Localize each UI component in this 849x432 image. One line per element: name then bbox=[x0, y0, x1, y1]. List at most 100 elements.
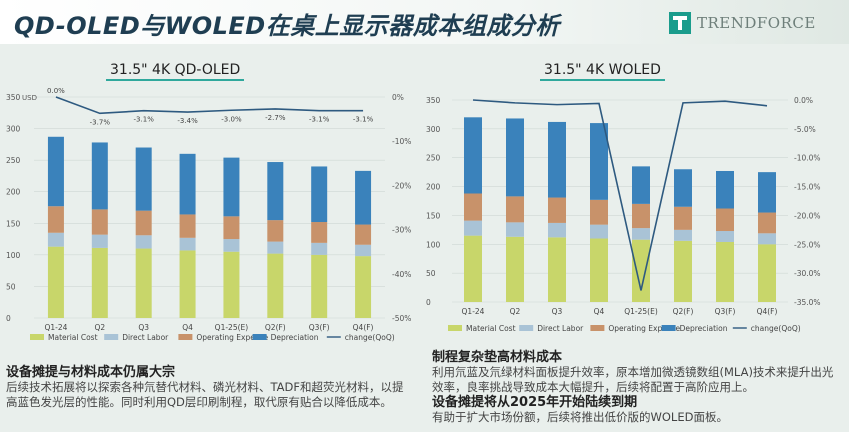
left-body: 后续技术拓展将以探索各种氘替代材料、磷光材料、TADF和超荧光材料，以提高蓝色发… bbox=[6, 380, 404, 409]
legend-label: Operating Expense bbox=[608, 324, 680, 333]
bar-segment bbox=[135, 235, 152, 249]
bar-segment bbox=[47, 232, 64, 247]
bar-segment bbox=[758, 233, 776, 245]
legend-label: Direct Labor bbox=[537, 324, 584, 333]
bar-segment bbox=[632, 239, 650, 302]
y-tick-label: 0 bbox=[6, 314, 11, 323]
legend-swatch bbox=[661, 325, 676, 331]
legend-swatch bbox=[104, 334, 119, 340]
bar-segment bbox=[716, 231, 734, 242]
bar-segment bbox=[91, 142, 108, 210]
brand-logo: TRENDFORCE bbox=[669, 12, 816, 34]
bar-segment bbox=[548, 237, 566, 302]
bar-segment bbox=[590, 238, 608, 302]
bar-segment bbox=[506, 196, 524, 223]
x-tick-label: Q3(F) bbox=[715, 307, 736, 316]
bar-segment bbox=[506, 118, 524, 197]
x-tick-label: Q3 bbox=[552, 307, 563, 316]
chart-title-qdoled: 31.5" 4K QD-OLED bbox=[106, 62, 245, 81]
bar-segment bbox=[47, 246, 64, 318]
y2-tick-label: -40% bbox=[392, 270, 411, 279]
bar-segment bbox=[590, 224, 608, 239]
y2-tick-label: 0.0% bbox=[794, 96, 813, 105]
y2-tick-label: -10.0% bbox=[794, 154, 821, 163]
bar-segment bbox=[674, 240, 692, 302]
bar-segment bbox=[758, 212, 776, 234]
bar-segment bbox=[590, 123, 608, 200]
y-tick-label: 300 bbox=[426, 125, 441, 134]
right-heading-2: 设备摊提将从2025年开始陆续到期 bbox=[432, 395, 638, 410]
y-unit-label: USD bbox=[22, 94, 37, 102]
bar-segment bbox=[548, 222, 566, 238]
legend-label: change(QoQ) bbox=[751, 324, 801, 333]
y2-tick-label: -15.0% bbox=[794, 183, 821, 192]
bar-segment bbox=[716, 208, 734, 232]
trendforce-logo-icon bbox=[669, 12, 691, 34]
bar-segment bbox=[267, 162, 284, 221]
right-heading-1: 制程复杂垫高材料成本 bbox=[432, 350, 563, 365]
left-commentary: 设备摊提与材料成本仍属大宗 后续技术拓展将以探索各种氘替代材料、磷光材料、TAD… bbox=[6, 365, 406, 410]
y-tick-label: 0 bbox=[426, 298, 431, 307]
y-tick-label: 350 bbox=[6, 93, 21, 102]
y2-tick-label: -25.0% bbox=[794, 240, 821, 249]
legend-label: Depreciation bbox=[271, 333, 319, 342]
y2-tick-label: -50% bbox=[392, 314, 411, 323]
bar-segment bbox=[267, 220, 284, 242]
bar-segment bbox=[716, 170, 734, 209]
bar-segment bbox=[179, 237, 196, 251]
y-tick-label: 200 bbox=[426, 183, 441, 192]
bar-segment bbox=[91, 209, 108, 235]
x-tick-label: Q4 bbox=[594, 307, 605, 316]
legend-label: Operating Expense bbox=[196, 333, 268, 342]
bar-segment bbox=[267, 253, 284, 318]
legend-swatch bbox=[178, 334, 193, 340]
right-body-1: 利用氘蓝及氘绿材料面板提升效率，原本增加微透镜数组(MLA)技术来提升出光效率，… bbox=[432, 365, 834, 394]
bar-segment bbox=[223, 251, 240, 318]
qoq-change-line bbox=[472, 99, 768, 291]
bar-segment bbox=[716, 241, 734, 302]
bar-segment bbox=[311, 242, 328, 255]
legend-swatch bbox=[590, 325, 605, 331]
qoq-data-label: -3.0% bbox=[221, 115, 242, 123]
legend-label: Material Cost bbox=[466, 324, 516, 333]
legend-label: Material Cost bbox=[48, 333, 98, 342]
bar-segment bbox=[355, 224, 372, 245]
chart-title-woled: 31.5" 4K WOLED bbox=[540, 62, 665, 81]
y-tick-label: 250 bbox=[426, 154, 441, 163]
bar-segment bbox=[464, 235, 482, 302]
y2-tick-label: -10% bbox=[392, 137, 411, 146]
x-tick-label: Q2 bbox=[94, 323, 105, 332]
x-tick-label: Q1-25(E) bbox=[624, 307, 658, 316]
bar-segment bbox=[632, 228, 650, 240]
y-tick-label: 50 bbox=[6, 282, 16, 291]
x-tick-label: Q1-24 bbox=[44, 323, 67, 332]
bar-segment bbox=[355, 256, 372, 318]
bar-segment bbox=[135, 210, 152, 236]
x-tick-label: Q1-24 bbox=[462, 307, 485, 316]
bar-segment bbox=[91, 234, 108, 248]
bar-segment bbox=[632, 166, 650, 204]
legend-label: Depreciation bbox=[680, 324, 728, 333]
y2-tick-label: -35.0% bbox=[794, 298, 821, 307]
y-tick-label: 250 bbox=[6, 156, 21, 165]
bar-segment bbox=[590, 199, 608, 225]
legend-label: Direct Labor bbox=[122, 333, 169, 342]
bar-segment bbox=[464, 117, 482, 194]
qoq-data-label: -2.7% bbox=[265, 114, 286, 122]
x-tick-label: Q4(F) bbox=[757, 307, 778, 316]
legend-swatch bbox=[519, 325, 534, 331]
bar-segment bbox=[267, 241, 284, 254]
x-tick-label: Q4 bbox=[182, 323, 193, 332]
x-tick-label: Q4(F) bbox=[353, 323, 374, 332]
y2-tick-label: -5.0% bbox=[794, 125, 816, 134]
left-heading: 设备摊提与材料成本仍属大宗 bbox=[6, 365, 176, 380]
x-tick-label: Q3(F) bbox=[309, 323, 330, 332]
bar-segment bbox=[464, 220, 482, 236]
bar-segment bbox=[506, 236, 524, 302]
bar-segment bbox=[179, 250, 196, 318]
bar-segment bbox=[758, 172, 776, 213]
bar-segment bbox=[674, 206, 692, 230]
qoq-data-label: -3.4% bbox=[177, 117, 198, 125]
legend-swatch bbox=[30, 334, 44, 340]
